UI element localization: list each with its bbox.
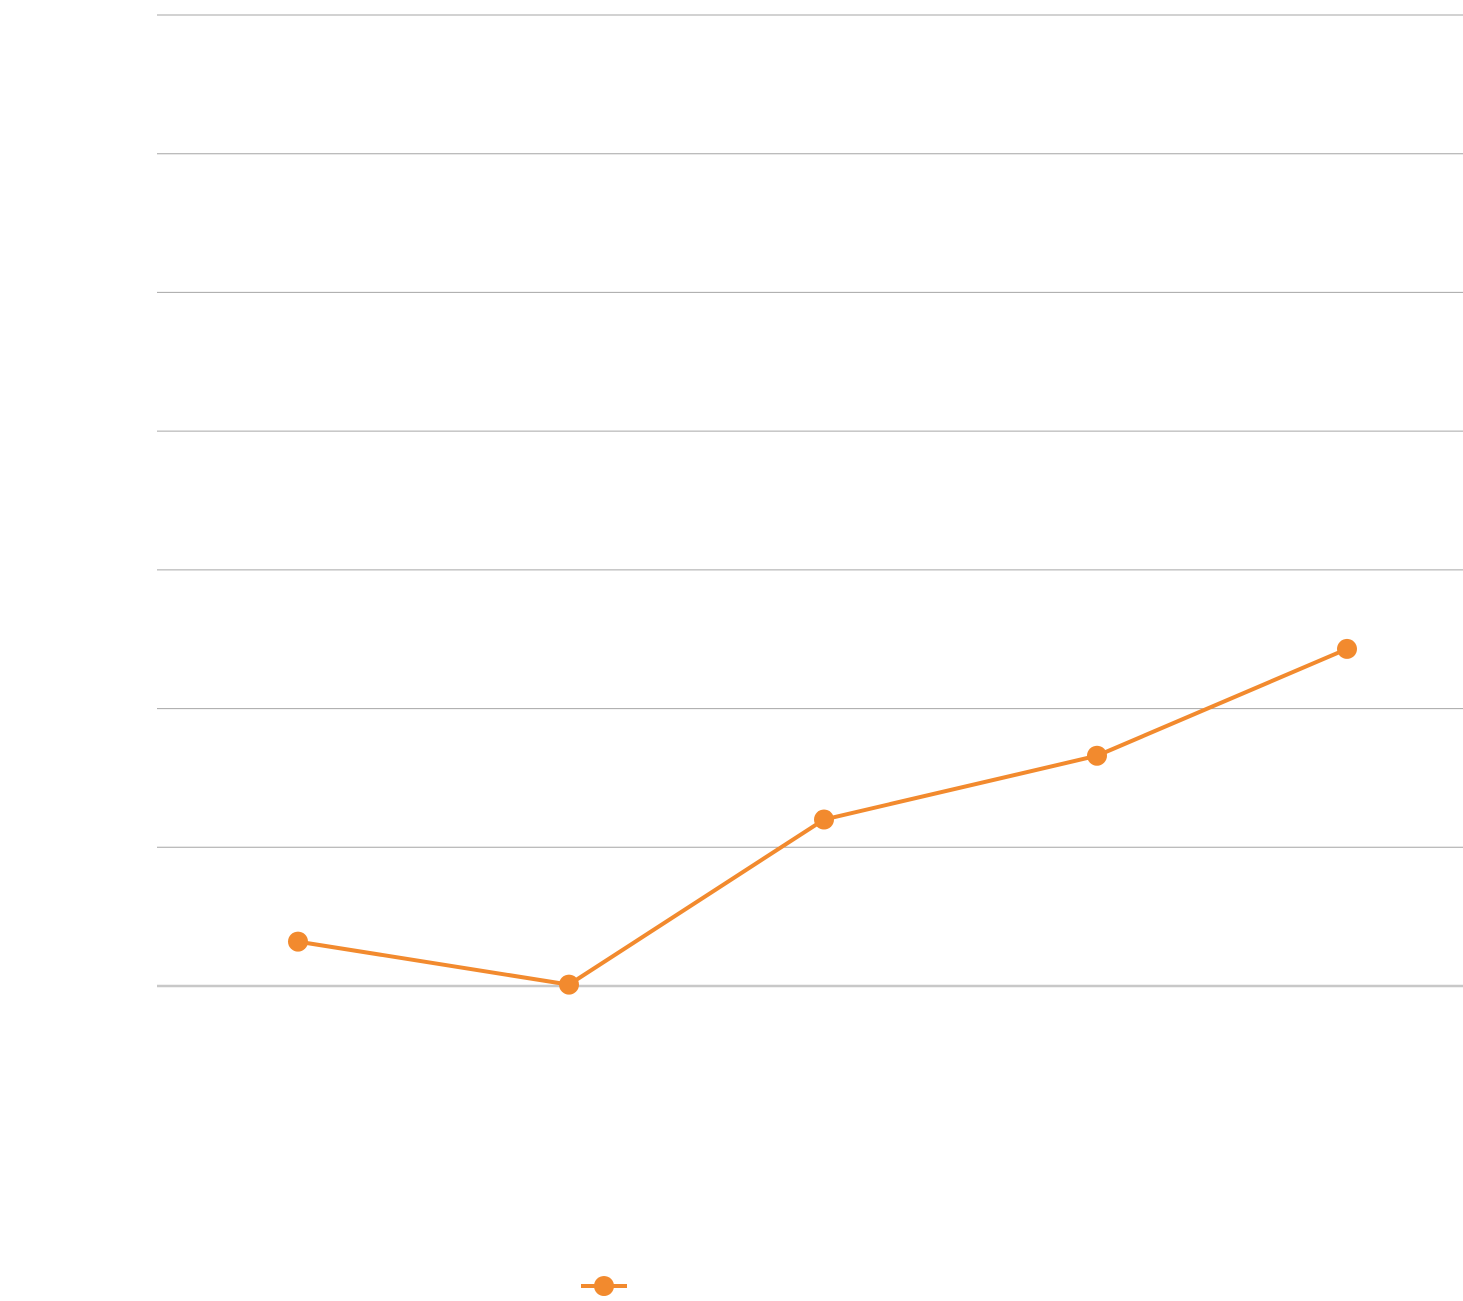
- series-layer: [288, 638, 1357, 995]
- data-point-marker: [559, 974, 579, 995]
- legend-marker-swatch: [594, 1276, 614, 1296]
- legend: [581, 1276, 627, 1296]
- data-point-marker: [1087, 745, 1107, 766]
- data-point-marker: [1337, 638, 1357, 659]
- gridlines: [157, 14, 1463, 988]
- data-point-marker: [288, 931, 308, 952]
- data-point-marker: [814, 809, 834, 830]
